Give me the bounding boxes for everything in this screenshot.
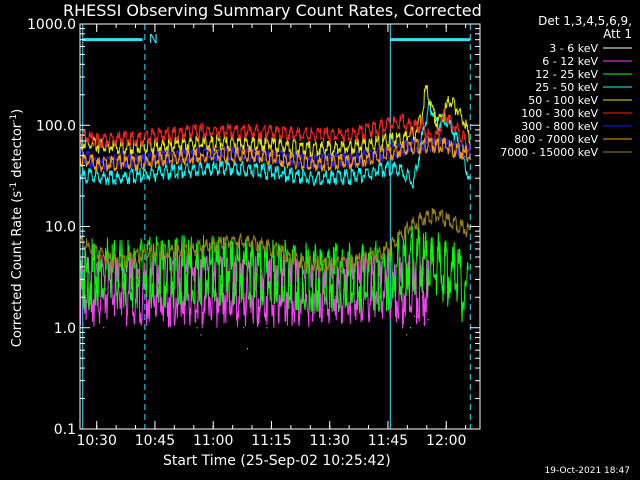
x-axis-label: Start Time (25-Sep-02 10:25:42) — [163, 453, 391, 469]
axes-layer: 0.1 1.0 10.0 100.0 1000.0 10:30 10:45 11:00 11:1… — [27, 17, 480, 449]
y-axis-label-exp1: -1 — [8, 181, 19, 191]
y-axis-label-exp2: -1 — [8, 113, 19, 123]
series-line-800-7000-kev — [79, 136, 471, 173]
y-axis-label-main: Corrected Count Rate (s — [10, 190, 26, 348]
legend-entry-label: 25 - 50 keV — [535, 81, 598, 94]
y-tick-label: 100.0 — [36, 118, 76, 134]
x-tick-label: 12:00 — [426, 433, 466, 449]
flag-label: N — [149, 32, 158, 46]
series-line-50-100-kev — [79, 84, 471, 158]
series-layer — [79, 84, 471, 350]
x-tick-label: 11:00 — [193, 433, 233, 449]
x-tick-label: 10:45 — [135, 433, 175, 449]
y-axis-label-end: ) — [10, 108, 26, 114]
series-line-7000-15000-kev — [79, 207, 471, 274]
legend-title-line-1: Det 1,3,4,5,6,9, — [538, 14, 632, 28]
x-tick-label: 11:15 — [251, 433, 291, 449]
legend-entry-label: 12 - 25 keV — [535, 68, 598, 81]
y-tick-label: 10.0 — [45, 220, 76, 236]
series-line-100-300-kev — [79, 108, 471, 154]
legend-entry-label: 300 - 800 keV — [521, 120, 598, 133]
legend-entry-label: 50 - 100 keV — [528, 94, 598, 107]
legend-entry-label: 7000 - 15000 keV — [500, 146, 598, 159]
y-axis-label-mid: detector — [10, 122, 26, 182]
x-tick-label: 11:45 — [368, 433, 408, 449]
chart-title: RHESSI Observing Summary Count Rates, Co… — [63, 1, 482, 20]
legend-entry-label: 3 - 6 keV — [549, 42, 598, 55]
y-tick-label: 0.1 — [54, 422, 76, 438]
footer-timestamp: 19-Oct-2021 18:47 — [544, 466, 630, 476]
legend-entry-label: 6 - 12 keV — [542, 55, 598, 68]
legend-entry-label: 800 - 7000 keV — [514, 133, 598, 146]
y-tick-label: 1000.0 — [27, 17, 76, 33]
y-axis-label: Corrected Count Rate (s-1 detector-1) — [9, 109, 25, 347]
legend-title-line-2: Att 1 — [603, 27, 632, 41]
x-tick-label: 11:30 — [310, 433, 350, 449]
legend-entry-label: 100 - 300 keV — [521, 107, 598, 120]
y-tick-label: 1.0 — [54, 321, 76, 337]
x-tick-label: 10:30 — [77, 433, 117, 449]
series-line-25-50-kev — [79, 100, 471, 189]
